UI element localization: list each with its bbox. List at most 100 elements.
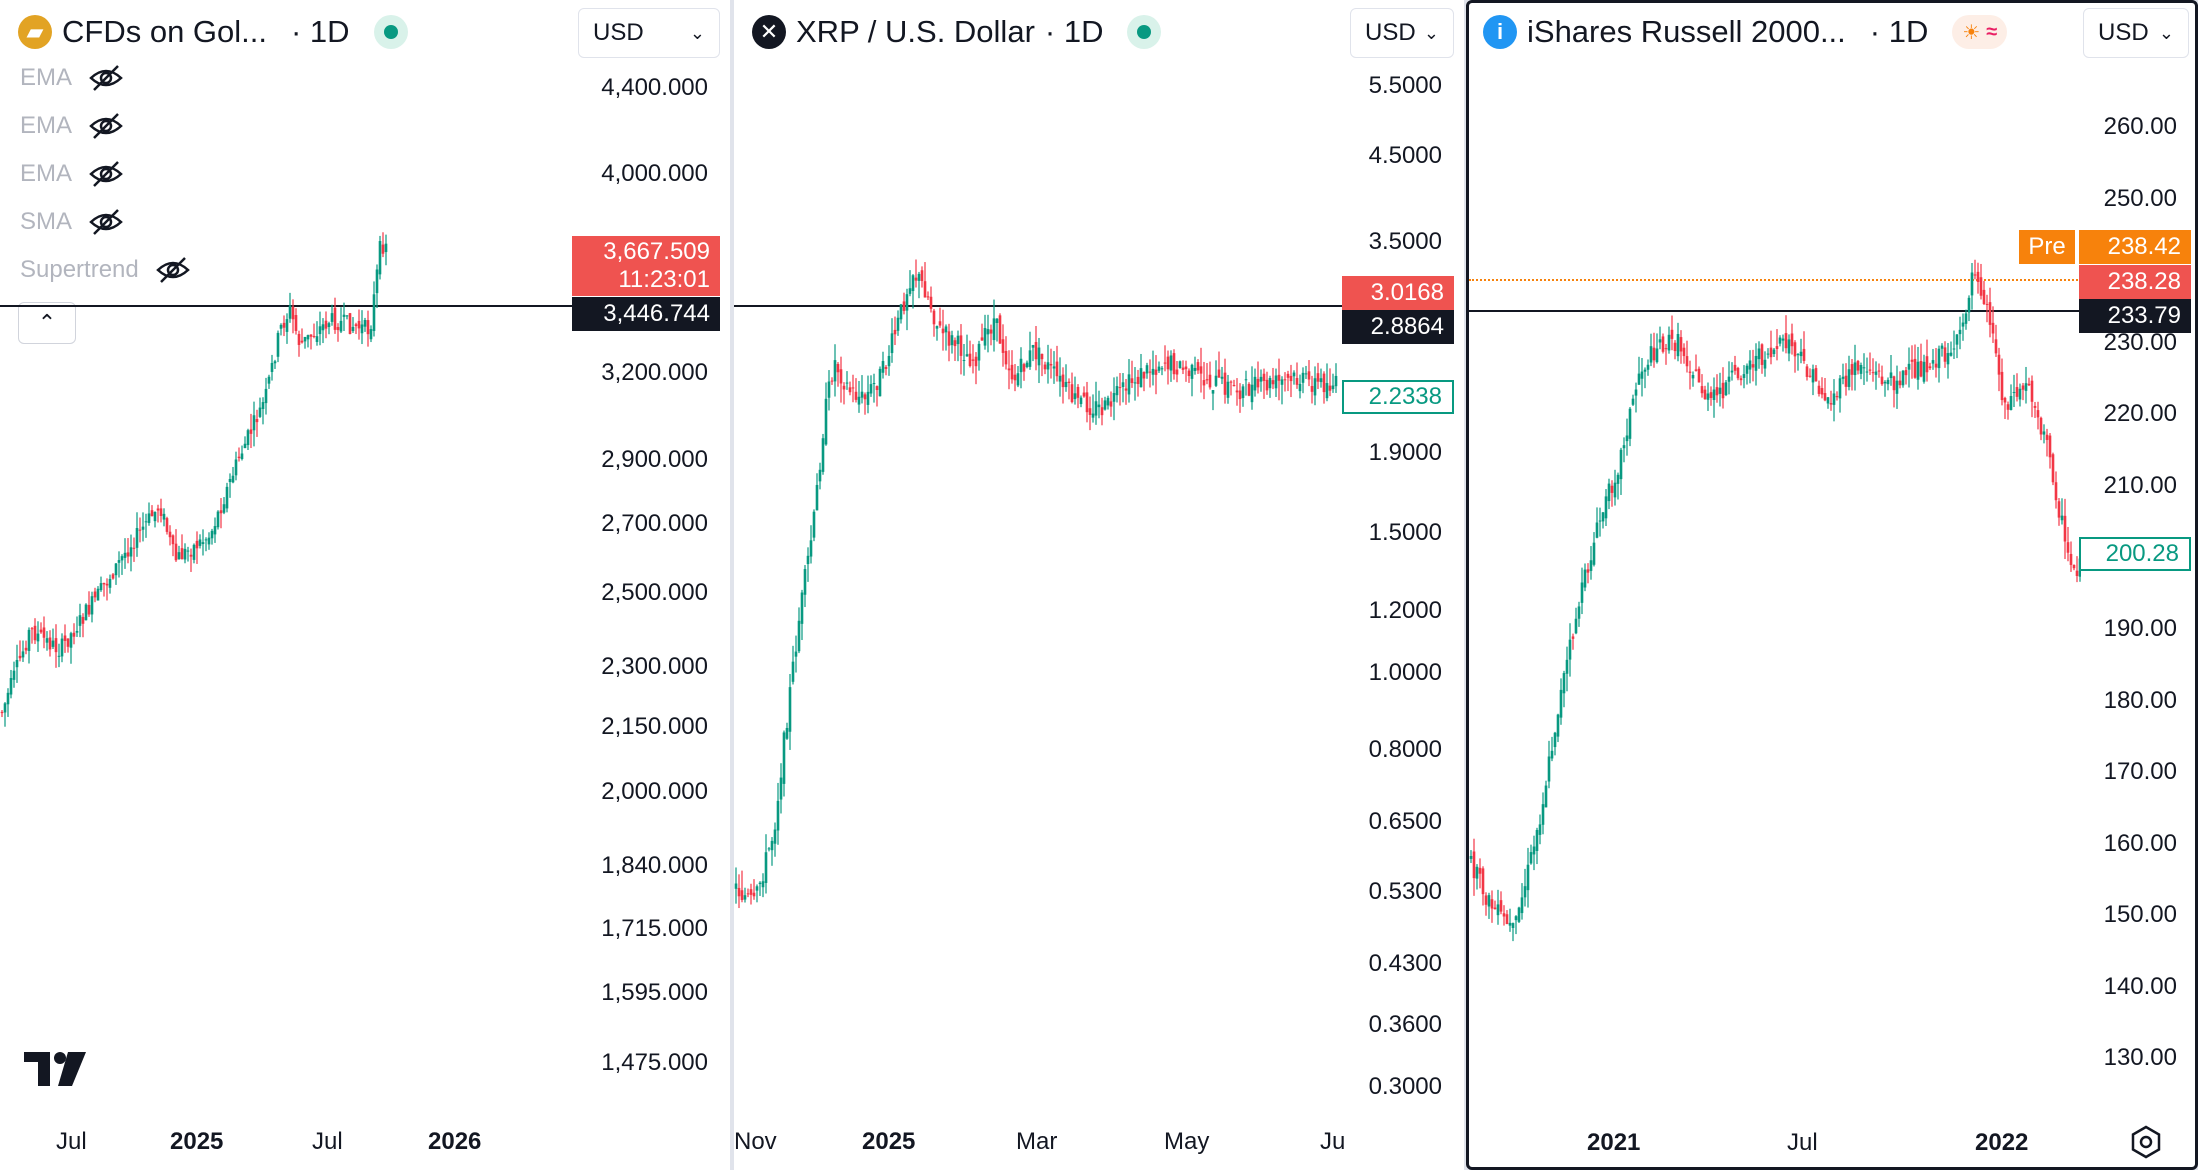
candlestick-series[interactable] — [0, 0, 560, 1100]
symbol-header[interactable]: ✕ XRP / U.S. Dollar · 1D — [752, 12, 1162, 52]
candle-body — [30, 628, 34, 630]
interval-label[interactable]: · 1D — [1044, 14, 1104, 49]
candle-body — [1535, 829, 1539, 851]
tradingview-logo[interactable] — [24, 1052, 88, 1086]
candle-body — [770, 840, 774, 851]
candle-body — [1613, 482, 1617, 498]
chart-panel-gold[interactable]: ▰ CFDs on Gol... · 1D USD ⌄ EMA EMA EMA … — [0, 0, 730, 1170]
currency-select[interactable]: USD ⌄ — [578, 8, 720, 58]
price-tick: 140.00 — [2103, 973, 2177, 1000]
chart-panel-russell[interactable]: i iShares Russell 2000... · 1D ☀ ≈ USD ⌄… — [1466, 0, 2198, 1170]
candle-body — [2030, 380, 2034, 402]
indicator-row[interactable]: Supertrend — [20, 256, 191, 284]
premarket-status-icon[interactable]: ☀ ≈ — [1952, 15, 2008, 49]
candle-body — [1208, 374, 1212, 388]
price-tick: 230.00 — [2103, 329, 2177, 356]
candle-body — [246, 430, 250, 446]
price-tick: 180.00 — [2103, 687, 2177, 714]
candle-body — [1145, 365, 1149, 374]
chart-panel-xrp[interactable]: ✕ XRP / U.S. Dollar · 1D USD ⌄ 5.5000 4.… — [734, 0, 1464, 1170]
candle-body — [1577, 606, 1581, 619]
candle-body — [740, 890, 744, 900]
indicator-row[interactable]: EMA — [20, 64, 124, 92]
candle-body — [779, 777, 783, 800]
candle-body — [1781, 338, 1785, 341]
time-tick: Jul — [312, 1128, 343, 1155]
candle-body — [1904, 370, 1908, 376]
time-tick: 2026 — [428, 1128, 482, 1155]
candle-body — [1628, 408, 1632, 439]
candle-body — [1985, 303, 1989, 305]
price-tick: 170.00 — [2103, 758, 2177, 785]
currency-select[interactable]: USD ⌄ — [1350, 8, 1454, 58]
candle-body — [989, 329, 993, 334]
candle-body — [339, 320, 343, 332]
price-tick: 0.3000 — [1368, 1073, 1442, 1100]
candle-body — [995, 318, 999, 324]
symbol-name[interactable]: CFDs on Gol... — [62, 14, 267, 49]
market-open-status-icon[interactable] — [373, 15, 408, 49]
candle-body — [357, 320, 361, 329]
candle-body — [1562, 673, 1566, 694]
candle-body — [189, 554, 193, 557]
candle-body — [992, 318, 996, 341]
chevron-up-icon: ⌃ — [37, 310, 57, 335]
candle-body — [1820, 388, 1824, 395]
candle-body — [800, 592, 804, 624]
candle-body — [836, 364, 840, 373]
candle-body — [285, 319, 289, 332]
collapse-legend-button[interactable]: ⌃ — [18, 302, 76, 344]
symbol-header[interactable]: i iShares Russell 2000... · 1D ☀ ≈ — [1483, 12, 2008, 52]
candle-body — [336, 327, 340, 331]
candle-body — [2015, 387, 2019, 397]
candle-body — [1025, 362, 1029, 368]
candle-body — [207, 537, 211, 545]
candle-body — [42, 627, 46, 638]
candlestick-series[interactable] — [1469, 3, 2081, 1103]
candle-body — [797, 620, 801, 652]
currency-select[interactable]: USD ⌄ — [2083, 8, 2189, 58]
time-tick: 2025 — [170, 1128, 224, 1155]
interval-label[interactable]: · 1D — [291, 14, 350, 49]
symbol-name[interactable]: iShares Russell 2000... — [1527, 14, 1846, 49]
candle-body — [1958, 329, 1962, 335]
candle-body — [198, 539, 202, 546]
eye-off-icon[interactable] — [88, 112, 124, 140]
candle-body — [1994, 339, 1998, 354]
candle-body — [1691, 374, 1695, 379]
candle-body — [330, 313, 334, 322]
symbol-name[interactable]: XRP / U.S. Dollar — [796, 14, 1035, 49]
candle-body — [1214, 375, 1218, 386]
eye-off-icon[interactable] — [88, 64, 124, 92]
candle-body — [1814, 368, 1818, 382]
candle-body — [1802, 348, 1806, 361]
candle-body — [1640, 371, 1644, 379]
candlestick-series[interactable] — [734, 0, 1344, 1100]
candle-body — [1322, 373, 1326, 393]
candle-body — [857, 396, 861, 405]
candle-body — [288, 305, 292, 319]
symbol-header[interactable]: ▰ CFDs on Gol... · 1D — [18, 12, 408, 52]
candle-body — [1289, 375, 1293, 382]
indicator-label: SMA — [20, 208, 73, 235]
indicator-row[interactable]: EMA — [20, 112, 124, 140]
candle-body — [890, 333, 894, 354]
interval-label[interactable]: · 1D — [1869, 14, 1929, 49]
candle-body — [1508, 922, 1512, 926]
eye-off-icon[interactable] — [88, 160, 124, 188]
eye-off-icon[interactable] — [88, 208, 124, 236]
eye-off-icon[interactable] — [155, 256, 191, 284]
market-open-status-icon[interactable] — [1127, 15, 1162, 49]
settings-gear-icon[interactable] — [2129, 1125, 2163, 1159]
last-price-label: 3.0168 — [1342, 276, 1454, 310]
candle-body — [159, 508, 163, 517]
candle-body — [306, 335, 310, 340]
indicator-row[interactable]: SMA — [20, 208, 124, 236]
candle-body — [1868, 369, 1872, 371]
candle-body — [872, 383, 876, 385]
candle-body — [45, 638, 49, 643]
candle-body — [1649, 346, 1653, 363]
indicator-row[interactable]: EMA — [20, 160, 124, 188]
candle-body — [228, 478, 232, 483]
candle-body — [833, 360, 837, 382]
